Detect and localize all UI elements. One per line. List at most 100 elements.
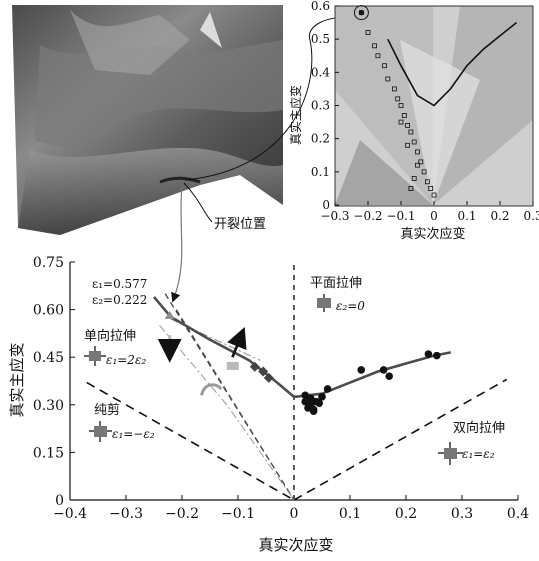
inset-y-tick-label: 0	[322, 198, 330, 212]
inset-y-tick-label: 0.1	[311, 165, 330, 179]
inset-scatter-point	[372, 43, 378, 49]
inset-scatter-point	[405, 142, 411, 148]
measured-point	[305, 396, 314, 404]
shear-equation: ε₁=−ε₂	[112, 427, 155, 441]
inset-y-tick-label: 0.5	[311, 32, 330, 46]
uniaxial-lower-dashed-line	[175, 309, 295, 501]
inset-highlight-circle	[353, 5, 369, 21]
inset-y-axis-title: 真实主应变	[288, 85, 303, 145]
main-chart: −0.4 −0.3 −0.2 −0.1 0 0.1 0.2 0.3 0.4 0 0.15 0.30 0.…	[8, 255, 529, 554]
inset-scatter-point	[408, 186, 414, 191]
main-x-axis-title: 真实次应变	[258, 536, 333, 554]
inset-y-tick-label: 0.2	[311, 132, 330, 146]
inset-chart: −0.3 −0.2 −0.1 0 0.1 0.2 0.3 0 0.1 0.2 0.3 0.4 0.5 0.…	[288, 0, 539, 242]
crack-location-label: 开裂位置	[214, 217, 266, 232]
plane-strain-label: 平面拉伸	[310, 276, 362, 291]
main-x-tick-label: 0.4	[507, 506, 529, 522]
inset-scatter-point	[405, 123, 411, 128]
diamond-marker	[249, 361, 260, 372]
inset-scatter-point	[398, 103, 404, 108]
crack-to-main-arrow	[171, 184, 183, 303]
inset-scatter-point	[428, 186, 434, 191]
inset-scatter-point	[391, 86, 397, 92]
inset-scatter-point	[398, 119, 404, 125]
inset-x-tick-label: 0.1	[457, 209, 476, 223]
measured-point	[357, 366, 366, 374]
inset-scatter-point	[418, 159, 424, 165]
simulation-image	[12, 5, 283, 235]
main-x-tick-label: 0.1	[339, 506, 361, 522]
main-x-tick-label: 0.2	[395, 506, 417, 522]
main-plot-layer: −0.4 −0.3 −0.2 −0.1 0 0.1 0.2 0.3 0.4 0 0.15 0.30 0.…	[33, 255, 529, 522]
crack-connector-arc	[184, 13, 354, 181]
main-y-axis-title: 真实主应变	[8, 342, 26, 417]
inset-x-tick-label: 0.2	[490, 209, 509, 223]
point-e1-label: ε₁=0.577	[92, 277, 147, 291]
inset-scatter-point	[421, 169, 427, 175]
diamond-marker	[263, 372, 274, 383]
main-x-tick-label: −0.1	[221, 506, 255, 522]
measured-point	[318, 393, 326, 401]
inset-flc-curve	[387, 21, 517, 107]
main-x-tick-label: 0	[290, 506, 299, 522]
measured-point	[315, 399, 324, 408]
inset-scatter-point	[411, 176, 417, 181]
uniaxial-label: 单向拉伸	[84, 328, 136, 344]
plane-strain-equation: ε₂=0	[336, 299, 365, 313]
inset-x-tick-label: −0.1	[386, 209, 415, 223]
measured-point	[379, 366, 388, 374]
biaxial-equation: ε₁=ε₂	[462, 447, 495, 461]
main-y-tick-label: 0.15	[33, 445, 64, 461]
inset-y-tick-label: 0.3	[311, 99, 330, 113]
shear-reference-line	[86, 381, 295, 501]
square-marker	[226, 361, 239, 370]
inset-scatter-point	[415, 149, 420, 155]
inset-scatter-point	[408, 129, 414, 135]
inset-x-axis-title: 真实次应变	[400, 226, 465, 242]
shear-icon	[89, 421, 112, 442]
uniaxial-equation: ε₁=2ε₂	[106, 353, 146, 367]
inset-scatter-point	[365, 30, 371, 35]
up-arrow-marker	[227, 326, 247, 358]
main-y-tick-label: 0.75	[33, 255, 64, 271]
measured-point	[309, 405, 318, 414]
curved-arrow-marker	[200, 383, 223, 396]
crack-leader-line	[183, 182, 213, 223]
inset-x-tick-label: 0	[430, 209, 438, 223]
diamond-marker	[258, 366, 269, 377]
inset-x-tick-label: −0.3	[320, 209, 349, 223]
uniaxial-icon	[84, 346, 106, 366]
plane-strain-icon	[317, 294, 331, 312]
inset-scatter-point	[415, 162, 420, 168]
inset-scatter-point	[401, 113, 407, 118]
inset-highlight-marker	[358, 9, 365, 16]
measured-point	[385, 372, 394, 381]
biaxial-label: 双向拉伸	[453, 420, 505, 436]
inset-scatter-point	[411, 139, 417, 145]
inset-scatter-point	[382, 63, 387, 69]
main-y-tick-label: 0.30	[33, 398, 64, 414]
main-y-tick-label: 0.60	[33, 303, 64, 319]
measured-point	[323, 385, 332, 393]
start-triangle-marker	[164, 310, 175, 319]
measured-point	[433, 351, 441, 360]
biaxial-icon	[438, 442, 463, 465]
point-e2-label: ε₂=0.222	[92, 293, 147, 307]
measured-point	[301, 391, 310, 400]
main-x-tick-label: 0.3	[451, 506, 473, 522]
inset-scatter-point	[424, 179, 430, 185]
strain-path-2	[159, 325, 295, 501]
main-x-tick-label: −0.4	[53, 506, 87, 522]
inset-x-tick-label: 0.3	[523, 209, 539, 223]
inset-scatter-point	[375, 53, 381, 59]
main-x-tick-label: −0.2	[165, 506, 199, 522]
main-y-tick-label: 0	[55, 493, 64, 509]
inset-y-tick-label: 0.6	[311, 0, 330, 13]
biaxial-reference-line	[293, 378, 508, 501]
inset-plot-layer: −0.3 −0.2 −0.1 0 0.1 0.2 0.3 0 0.1 0.2 0.3 0.4 0.5 0.…	[311, 0, 539, 223]
main-y-tick-label: 0.45	[33, 350, 64, 366]
shear-label: 纯剪	[94, 402, 120, 418]
inset-scatter-point	[385, 76, 391, 82]
measured-point	[424, 350, 433, 358]
